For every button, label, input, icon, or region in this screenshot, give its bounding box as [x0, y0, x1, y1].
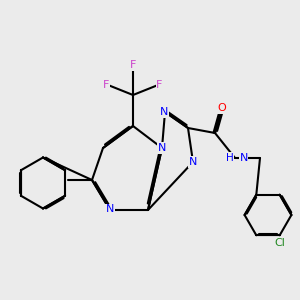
Text: F: F: [156, 80, 163, 90]
Text: Cl: Cl: [274, 238, 285, 248]
Text: N: N: [158, 143, 166, 153]
Text: N: N: [106, 204, 114, 214]
Text: F: F: [130, 60, 136, 70]
Text: F: F: [103, 80, 110, 90]
Text: N: N: [160, 107, 169, 117]
Text: H: H: [226, 153, 233, 163]
Text: N: N: [189, 157, 197, 167]
Text: O: O: [218, 103, 226, 113]
Text: N: N: [239, 153, 248, 163]
